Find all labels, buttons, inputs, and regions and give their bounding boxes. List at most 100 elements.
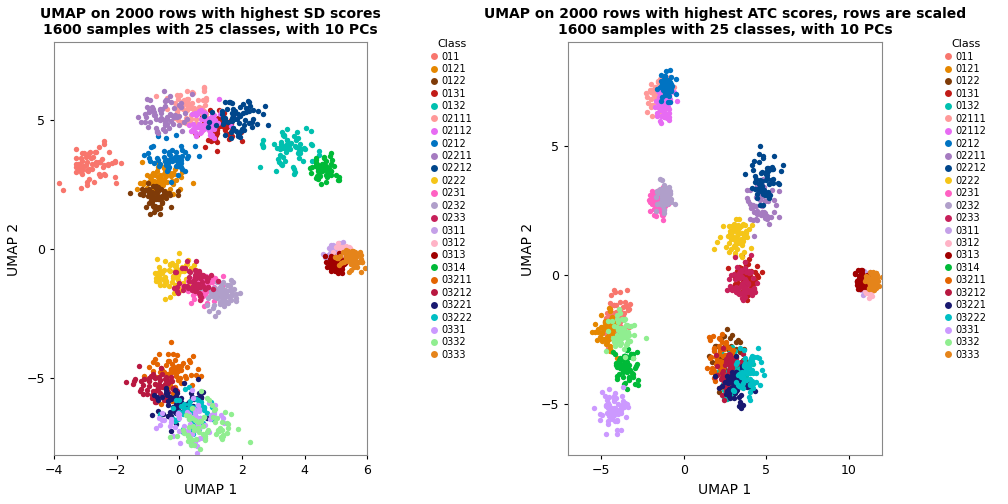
Point (329, 267, 345, 275)
Point (156, 170, 172, 178)
Point (155, 191, 171, 199)
Point (753, 184, 769, 192)
Point (863, 283, 879, 291)
Point (654, 200, 670, 208)
Point (135, 191, 151, 199)
Point (606, 405, 622, 413)
Point (193, 273, 209, 281)
Point (158, 96, 174, 104)
Point (197, 143, 213, 151)
Point (344, 248, 360, 257)
Point (712, 369, 728, 377)
Point (722, 363, 738, 371)
Point (214, 282, 230, 290)
Point (155, 164, 171, 172)
Point (192, 425, 208, 433)
Point (737, 258, 753, 266)
Point (735, 380, 751, 388)
Point (645, 191, 661, 199)
Point (644, 200, 660, 208)
Point (724, 368, 740, 376)
Point (311, 163, 328, 171)
Point (658, 67, 674, 75)
Point (753, 182, 769, 191)
Point (592, 410, 608, 418)
Point (854, 275, 870, 283)
Point (666, 83, 682, 91)
Point (719, 355, 735, 363)
Point (185, 278, 202, 286)
Point (860, 279, 876, 287)
Point (164, 180, 180, 188)
Point (157, 97, 173, 105)
Point (722, 353, 738, 361)
Point (317, 166, 333, 174)
Point (206, 128, 222, 136)
Point (100, 161, 116, 169)
Point (714, 353, 730, 361)
Point (316, 164, 332, 172)
Point (620, 345, 636, 353)
Point (187, 287, 204, 295)
Point (607, 339, 623, 347)
Point (318, 164, 334, 172)
Point (149, 188, 165, 196)
Point (727, 372, 743, 380)
Point (726, 360, 742, 368)
Point (283, 139, 299, 147)
Point (741, 269, 757, 277)
Point (178, 98, 195, 106)
Point (320, 170, 336, 178)
Point (192, 414, 208, 422)
Point (193, 388, 209, 396)
Point (723, 372, 739, 380)
Point (656, 88, 672, 96)
Point (92, 158, 108, 166)
Point (108, 179, 124, 187)
Point (224, 289, 240, 297)
Point (78, 161, 94, 169)
Point (323, 250, 339, 258)
Point (735, 281, 751, 289)
Point (149, 384, 165, 392)
Point (654, 90, 670, 98)
Point (200, 123, 216, 131)
Point (333, 257, 349, 265)
Point (727, 347, 743, 355)
Point (193, 394, 209, 402)
Point (170, 410, 186, 418)
Point (719, 358, 735, 366)
Point (278, 142, 294, 150)
Point (170, 400, 186, 408)
Point (604, 313, 620, 321)
Point (614, 392, 630, 400)
Point (652, 83, 668, 91)
Point (652, 200, 668, 208)
Point (153, 178, 169, 186)
Point (868, 276, 884, 284)
Point (145, 186, 161, 194)
Point (726, 242, 742, 250)
Point (197, 115, 213, 123)
Point (613, 406, 629, 414)
Point (174, 146, 191, 154)
Point (711, 334, 727, 342)
Point (193, 394, 209, 402)
Point (308, 162, 325, 170)
Point (606, 301, 622, 309)
Point (159, 156, 175, 164)
Point (863, 289, 879, 297)
Point (749, 262, 765, 270)
Point (653, 200, 669, 208)
Point (733, 251, 749, 259)
Point (645, 87, 661, 95)
Point (314, 160, 331, 168)
Point (178, 114, 195, 122)
Point (728, 368, 744, 376)
Point (612, 341, 628, 349)
Point (630, 376, 646, 385)
Point (615, 356, 631, 364)
Point (160, 412, 176, 420)
Point (602, 299, 618, 307)
Point (186, 417, 203, 425)
